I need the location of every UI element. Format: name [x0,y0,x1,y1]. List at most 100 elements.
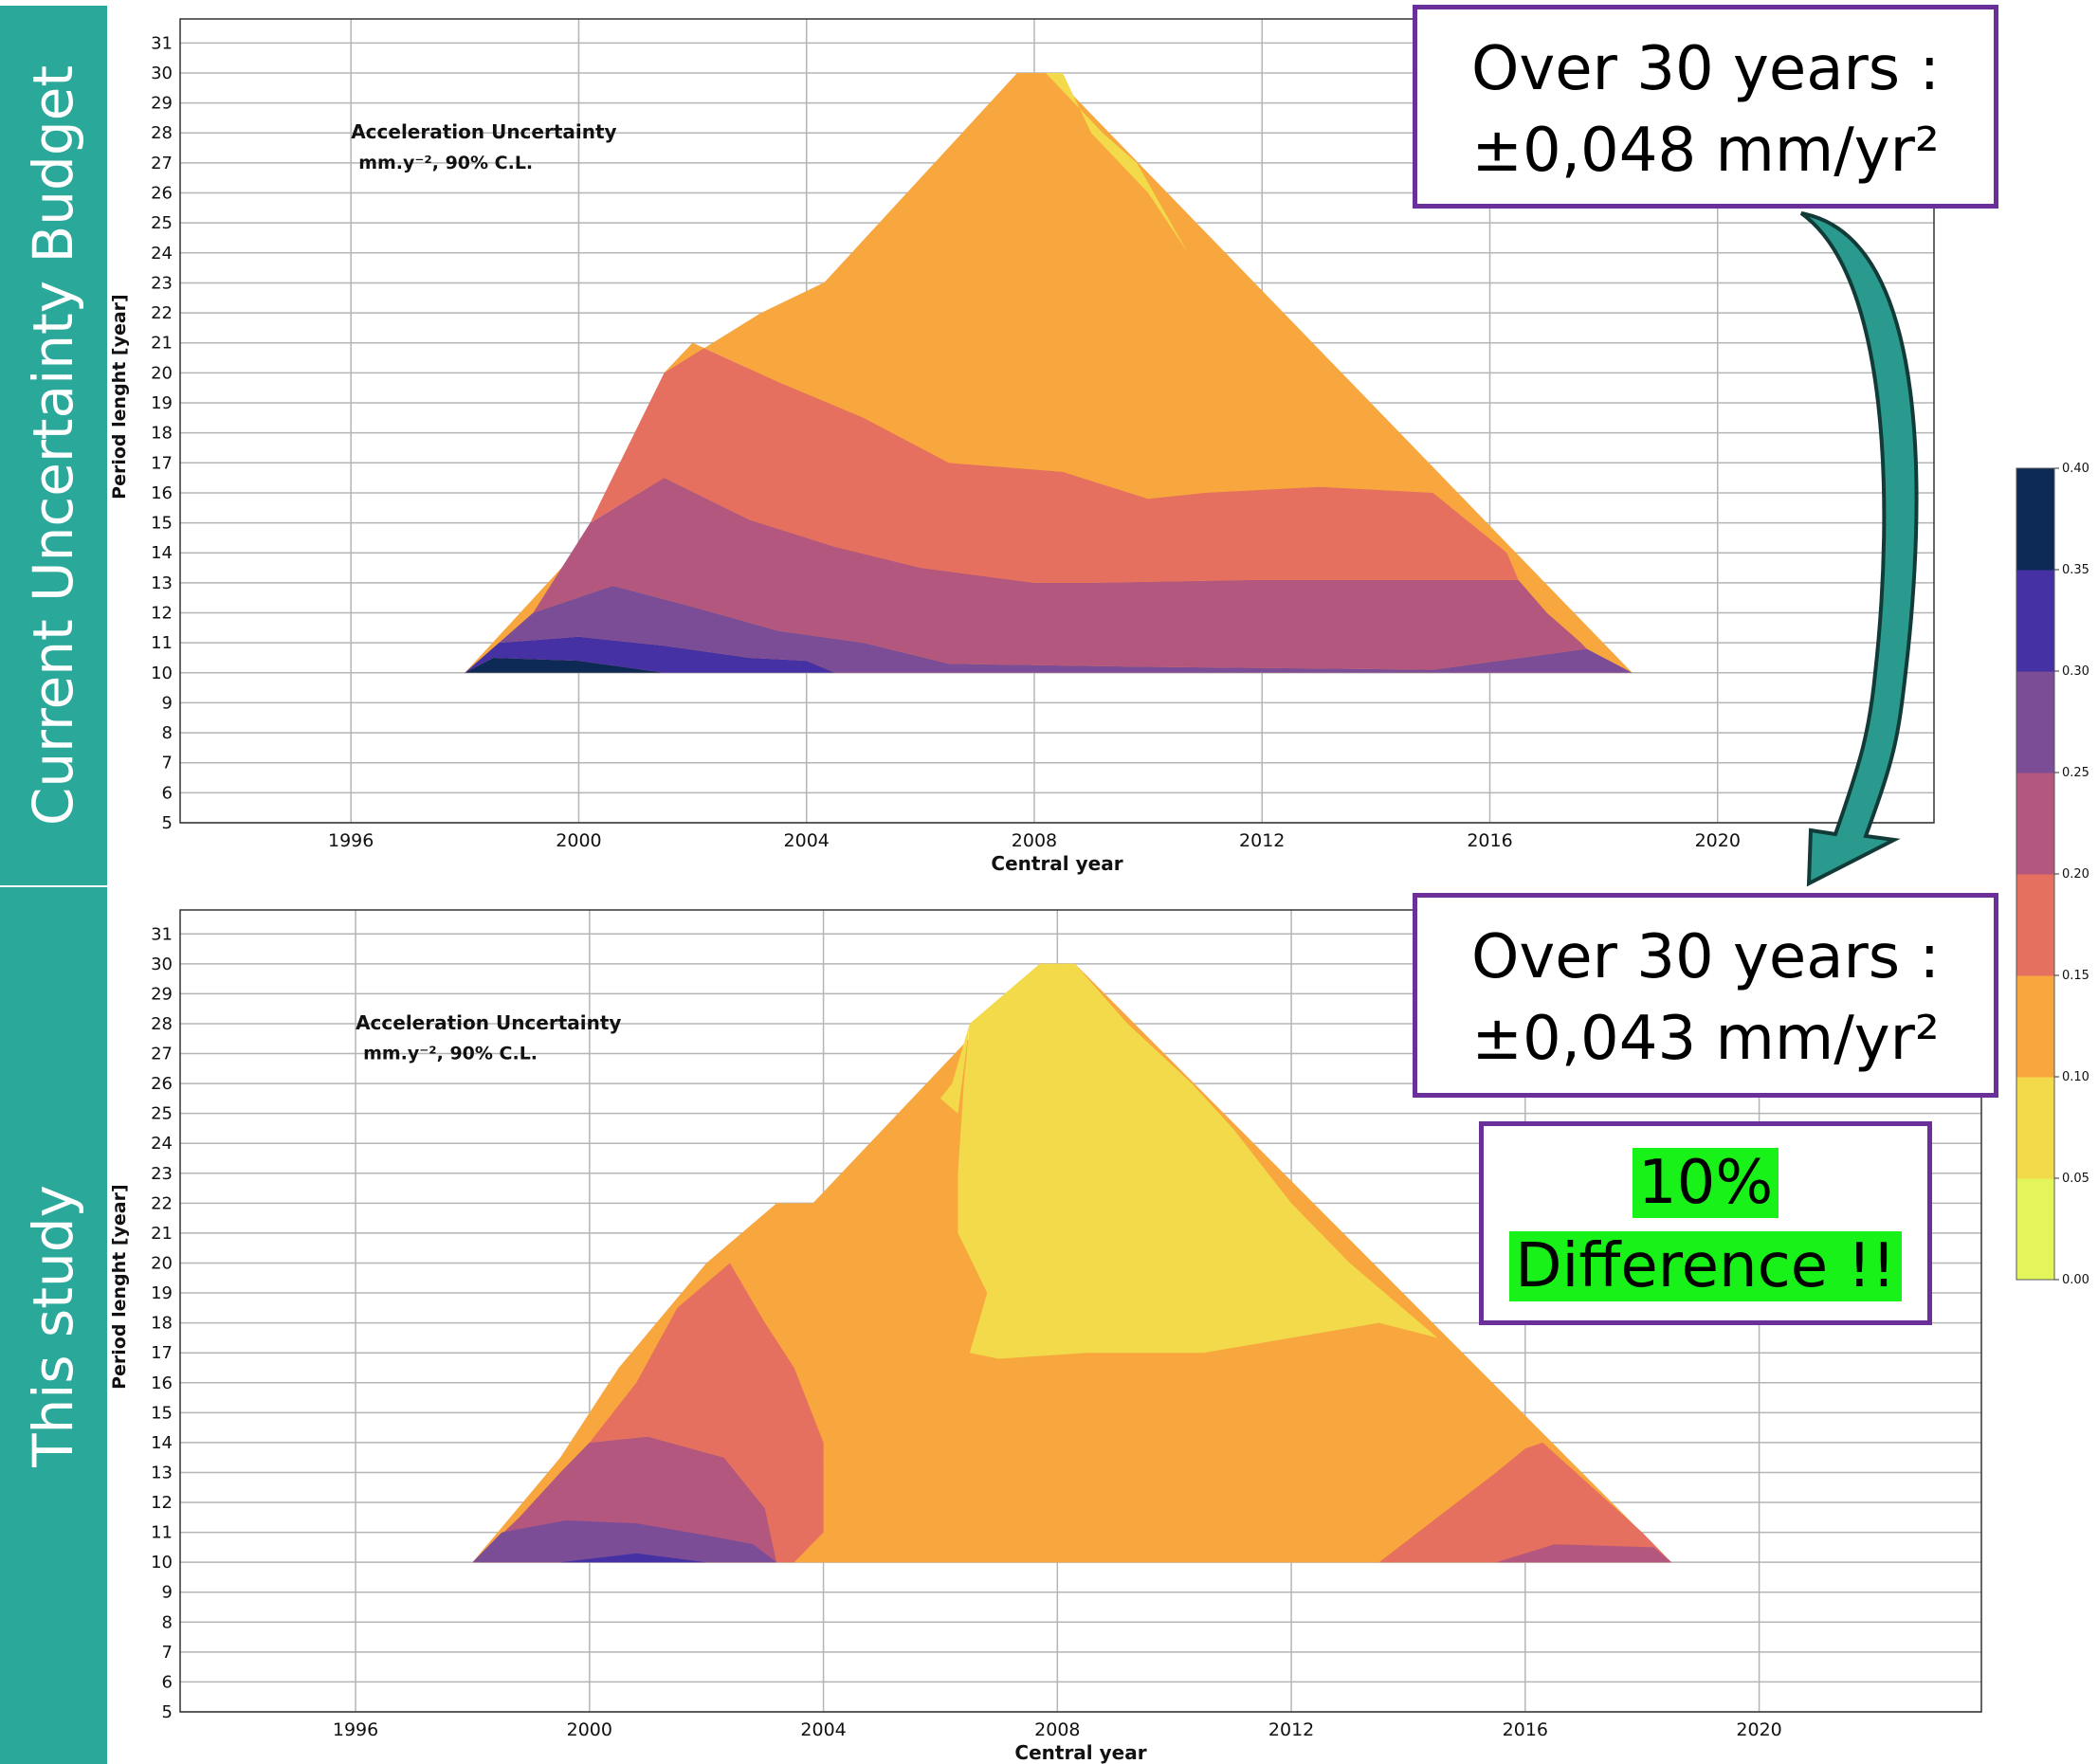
y-tick-label: 26 [151,184,173,204]
contour-region-level-3 [590,342,1519,583]
y-tick-label: 31 [151,924,173,944]
y-tick-label: 11 [151,1523,173,1543]
y-tick-label: 22 [151,1193,173,1213]
panel-label-bottom: This study [21,1184,85,1467]
chart-this-study: 1996 2000 2004 2008 2012 2016 2020567891011121… [109,909,1982,1764]
annotation-units: mm.y⁻², 90% C.L. [363,1044,538,1064]
colorbar-tick-label: 0.05 [2062,1172,2089,1186]
y-tick-label: 7 [162,754,173,773]
y-tick-label: 19 [151,1283,173,1303]
colorbar-segment [2016,570,2054,672]
y-tick-label: 20 [151,363,173,383]
x-tick-label: 2012 [1268,1719,1314,1740]
x-tick-label: 1996 [328,830,374,851]
colorbar-tick-label: 0.15 [2062,969,2089,983]
callout-bottom-line2: ±0,043 mm/yr² [1471,1004,1940,1074]
callout-top-line2: ±0,048 mm/yr² [1471,116,1940,186]
y-tick-label: 25 [151,213,173,233]
y-tick-label: 13 [151,1463,173,1482]
x-tick-label: 2008 [1034,1719,1080,1740]
y-tick-label: 17 [151,453,173,473]
y-tick-label: 5 [162,813,173,833]
y-tick-label: 28 [151,123,173,143]
contour-region-level-5 [499,586,1633,673]
y-tick-label: 14 [151,543,173,563]
plot-frame [179,18,1935,824]
y-tick-label: 14 [151,1433,173,1453]
y-tick-label: 23 [151,273,173,293]
y-tick-label: 31 [151,33,173,53]
y-tick-label: 15 [151,1403,173,1423]
y-tick-label: 9 [162,693,173,713]
y-tick-label: 6 [162,1672,173,1692]
contour-region-level-6 [560,1553,707,1563]
contour-region-level-7 [465,658,665,673]
y-tick-label: 24 [151,244,173,264]
y-tick-label: 30 [151,64,173,83]
contour-region-level-5 [472,1520,777,1563]
annotation-title: Acceleration Uncertainty [351,120,616,143]
y-tick-label: 26 [151,1074,173,1094]
callout-top-line1: Over 30 years : [1470,34,1941,104]
y-tick-label: 11 [151,633,173,653]
x-tick-label: 2020 [1736,1719,1781,1740]
y-tick-label: 28 [151,1014,173,1034]
y-tick-label: 27 [151,1045,173,1064]
y-tick-label: 17 [151,1343,173,1363]
y-axis-label: Period lenght [year] [109,1184,130,1390]
contour-region-level-1 [940,1024,970,1114]
y-tick-label: 21 [151,1224,173,1244]
difference-percent: 10% [1632,1148,1779,1218]
y-tick-label: 7 [162,1643,173,1663]
contour-region-level-3 [1378,1442,1672,1563]
y-tick-label: 16 [151,483,173,503]
x-tick-label: 2000 [567,1719,612,1740]
colorbar-tick-label: 0.40 [2062,462,2089,476]
y-tick-label: 13 [151,573,173,593]
y-tick-label: 8 [162,1612,173,1632]
panel-label-band-top: Current Uncertainty Budget [0,6,107,885]
colorbar: 0.00 0.05 0.10 0.15 0.20 0.25 0.30 0.35 0.40 [2016,462,2089,1287]
y-tick-label: 23 [151,1164,173,1184]
colorbar-segment [2016,874,2054,976]
colorbar-tick-label: 0.30 [2062,664,2089,679]
y-tick-label: 25 [151,1104,173,1124]
x-axis-label: Central year [1014,1741,1146,1764]
plot-frame [179,909,1982,1713]
y-tick-label: 12 [151,1493,173,1513]
y-tick-label: 29 [151,94,173,114]
y-tick-label: 18 [151,424,173,444]
y-tick-label: 5 [162,1702,173,1722]
contour-region-level-4 [1496,1544,1672,1563]
colorbar-tick-label: 0.35 [2062,563,2089,577]
annotation-units: mm.y⁻², 90% C.L. [358,153,533,173]
callout-bottom-line1: Over 30 years : [1470,922,1941,992]
colorbar-tick-label: 0.25 [2062,766,2089,780]
colorbar-tick-label: 0.00 [2062,1273,2089,1287]
x-tick-label: 1996 [333,1719,378,1740]
y-tick-label: 15 [151,514,173,534]
colorbar-segment [2016,1178,2054,1281]
difference-label: Difference !! [1509,1231,1902,1301]
colorbar-tick-label: 0.10 [2062,1070,2089,1084]
x-tick-label: 2004 [800,1719,846,1740]
y-tick-label: 29 [151,984,173,1004]
y-tick-label: 12 [151,604,173,624]
colorbar-tick-label: 0.20 [2062,867,2089,882]
colorbar-segment [2016,1077,2054,1179]
y-tick-label: 20 [151,1253,173,1273]
y-tick-label: 21 [151,334,173,354]
colorbar-segment [2016,975,2054,1078]
callout-top: Over 30 years : ±0,048 mm/yr² [1413,5,1998,209]
y-tick-label: 8 [162,723,173,743]
contour-region-level-1 [958,963,1438,1359]
colorbar-segment [2016,468,2054,571]
contour-region-level-3 [589,1263,824,1563]
y-tick-label: 6 [162,783,173,803]
y-tick-label: 18 [151,1314,173,1334]
contour-region-level-2 [664,73,1433,500]
callout-bottom: Over 30 years : ±0,043 mm/yr² [1413,893,1998,1098]
y-tick-label: 16 [151,1373,173,1393]
colorbar-segment [2016,773,2054,875]
difference-box: 10% Difference !! [1479,1121,1932,1325]
